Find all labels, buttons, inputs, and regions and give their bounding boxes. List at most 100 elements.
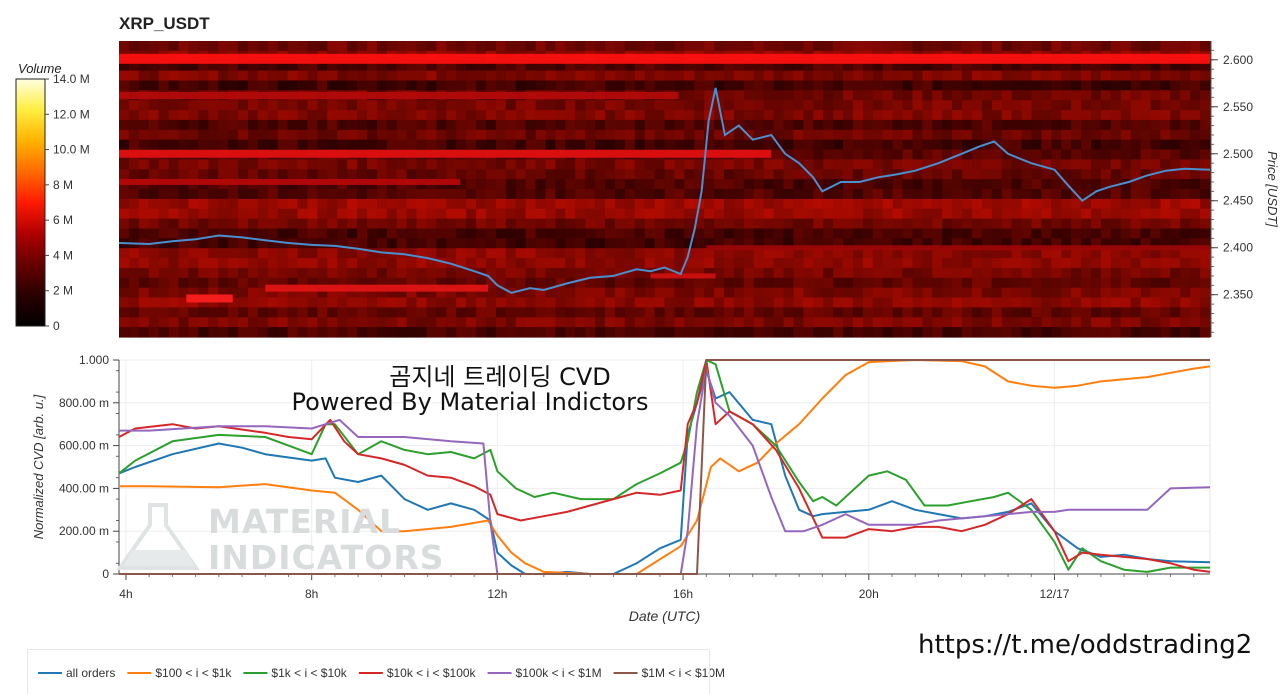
- heatmap-cell: [843, 277, 854, 289]
- heatmap-cell: [436, 267, 447, 279]
- heatmap-cell: [674, 228, 685, 239]
- heatmap-cell: [138, 327, 150, 338]
- heatmap-cell: [912, 277, 923, 289]
- heatmap-cell: [1051, 110, 1062, 121]
- heatmap-cell: [932, 248, 943, 259]
- heatmap-cell: [1001, 119, 1013, 131]
- heatmap-cell: [257, 100, 269, 111]
- heatmap-cell: [1150, 129, 1161, 141]
- heatmap-cell: [1031, 90, 1042, 101]
- heatmap-cell: [724, 90, 735, 101]
- heatmap-cell: [1061, 119, 1072, 131]
- heatmap-cell: [476, 80, 487, 91]
- heatmap-cell: [386, 159, 398, 170]
- heatmap-cell: [962, 159, 973, 170]
- heatmap-cell: [466, 258, 477, 269]
- heatmap-cell: [664, 248, 675, 259]
- heatmap-cell: [1051, 159, 1062, 170]
- heatmap-cell: [862, 258, 874, 269]
- heatmap-cell: [1041, 218, 1052, 230]
- heatmap-cell: [1170, 189, 1181, 200]
- heatmap-cell: [991, 218, 1003, 230]
- heatmap-cell: [446, 41, 457, 52]
- heatmap-cell: [188, 287, 199, 299]
- telegram-link[interactable]: https://t.me/oddstrading2: [918, 630, 1253, 660]
- heatmap-cells: [119, 41, 1211, 338]
- heatmap-cell: [595, 317, 606, 328]
- heatmap-cell: [724, 248, 735, 259]
- heatmap-cell: [317, 139, 328, 151]
- heatmap-cell: [327, 297, 338, 308]
- heatmap-cell: [813, 60, 824, 72]
- heatmap-cell: [624, 60, 636, 72]
- heatmap-cell: [892, 60, 904, 72]
- heatmap-cell: [714, 60, 725, 72]
- heatmap-cell: [446, 189, 457, 200]
- heatmap-cell: [605, 317, 616, 328]
- heatmap-cell: [882, 149, 894, 160]
- heatmap-cell: [753, 248, 765, 259]
- heatmap-cell: [376, 297, 388, 308]
- heatmap-cell: [595, 70, 606, 82]
- heatmap-cell: [505, 267, 517, 279]
- heatmap-cell: [1071, 248, 1082, 259]
- heatmap-cell: [317, 41, 328, 52]
- heatmap-cell: [317, 218, 328, 230]
- heatmap-cell: [396, 198, 408, 210]
- heatmap-cell: [1200, 258, 1211, 269]
- heatmap-cell: [892, 189, 904, 200]
- heatmap-cell: [674, 327, 685, 338]
- heatmap-cell: [981, 238, 993, 249]
- heatmap-cell: [981, 110, 993, 121]
- heatmap-cell: [833, 139, 844, 151]
- heatmap-cell: [555, 179, 566, 190]
- heatmap-cell: [357, 267, 368, 279]
- heatmap-cell: [178, 70, 189, 82]
- heatmap-cell: [892, 159, 904, 170]
- heatmap-cell: [773, 267, 785, 279]
- heatmap-cell: [317, 129, 328, 141]
- heatmap-cell: [733, 238, 745, 249]
- heatmap-cell: [228, 228, 239, 239]
- heatmap-cell: [1150, 307, 1161, 318]
- heatmap-cell: [1120, 208, 1132, 220]
- heatmap-cell: [416, 129, 427, 141]
- heatmap-cell: [446, 218, 457, 230]
- heatmap-cell: [495, 208, 507, 220]
- heatmap-cell: [476, 228, 487, 239]
- heatmap-cell: [238, 110, 249, 121]
- heatmap-cell: [247, 60, 259, 72]
- heatmap-cell: [694, 218, 705, 230]
- heatmap-cell: [208, 189, 219, 200]
- watermark-line1: MATERIAL: [208, 502, 402, 541]
- heatmap-cell: [674, 90, 685, 101]
- heatmap-cell: [991, 258, 1003, 269]
- heatmap-cell: [644, 110, 656, 121]
- heatmap-cell: [1200, 110, 1211, 121]
- heatmap-cell: [138, 80, 150, 91]
- heatmap-cell: [624, 307, 636, 318]
- heatmap-cell: [654, 119, 666, 131]
- heatmap-cell: [1081, 159, 1092, 170]
- heatmap-cell: [634, 317, 646, 328]
- heatmap-cell: [148, 287, 160, 299]
- heatmap-cell: [148, 100, 160, 111]
- heatmap-cell: [247, 169, 259, 180]
- heatmap-cell: [436, 238, 447, 249]
- heatmap-cell: [704, 327, 715, 338]
- heatmap-cell: [367, 110, 378, 121]
- heatmap-cell: [783, 149, 794, 160]
- heatmap-cell: [664, 228, 675, 239]
- heatmap-cell: [367, 317, 378, 328]
- heatmap-cell: [386, 100, 398, 111]
- heatmap-cell: [654, 41, 666, 52]
- heatmap-cell: [178, 317, 189, 328]
- heatmap-cell: [991, 307, 1003, 318]
- heatmap-cell: [436, 169, 447, 180]
- heatmap-cell: [595, 218, 606, 230]
- heatmap-cell: [704, 238, 715, 249]
- heatmap-cell: [981, 198, 993, 210]
- heatmap-cell: [892, 297, 904, 308]
- heatmap-cell: [436, 129, 447, 141]
- heatmap-cell: [991, 248, 1003, 259]
